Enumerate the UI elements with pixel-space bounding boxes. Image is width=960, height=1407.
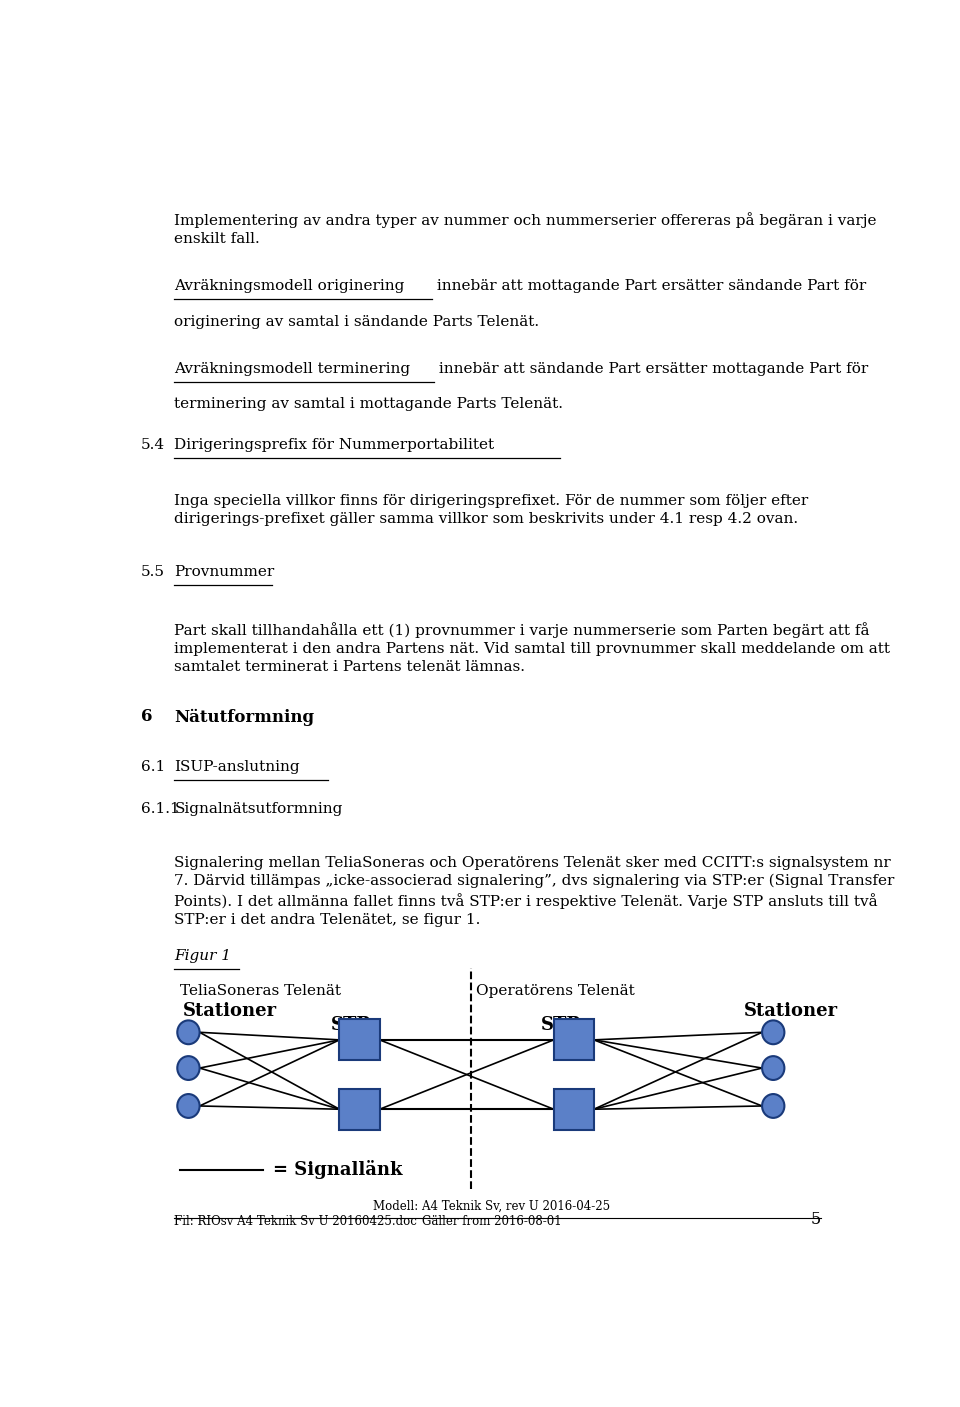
Text: Avräkningsmodell terminering: Avräkningsmodell terminering: [175, 362, 410, 376]
Text: = Signallänk: = Signallänk: [273, 1161, 402, 1179]
Text: Fil: RIOsv A4 Teknik Sv U 20160425.doc: Fil: RIOsv A4 Teknik Sv U 20160425.doc: [175, 1216, 418, 1228]
Text: innebär att mottagande Part ersätter sändande Part för: innebär att mottagande Part ersätter sän…: [432, 280, 867, 293]
Text: Avräkningsmodell originering: Avräkningsmodell originering: [175, 280, 404, 293]
Text: Dirigeringsprefix för Nummerportabilitet: Dirigeringsprefix för Nummerportabilitet: [175, 438, 494, 452]
FancyBboxPatch shape: [554, 1089, 594, 1130]
Text: terminering av samtal i mottagande Parts Telenät.: terminering av samtal i mottagande Parts…: [175, 397, 564, 411]
Text: 5: 5: [811, 1211, 822, 1228]
Text: ISUP-anslutning: ISUP-anslutning: [175, 760, 300, 774]
Text: innebär att sändande Part ersätter mottagande Part för: innebär att sändande Part ersätter motta…: [434, 362, 868, 376]
Text: Operatörens Telenät: Operatörens Telenät: [475, 983, 635, 998]
Text: Figur 1: Figur 1: [175, 948, 231, 962]
Text: Modell: A4 Teknik Sv, rev U 2016-04-25
Gäller from 2016-08-01: Modell: A4 Teknik Sv, rev U 2016-04-25 G…: [373, 1199, 611, 1228]
Text: 6.1: 6.1: [141, 760, 165, 774]
Text: STP: STP: [540, 1016, 581, 1034]
Ellipse shape: [762, 1020, 784, 1044]
Text: STP: STP: [330, 1016, 371, 1034]
Text: Signalering mellan TeliaSoneras och Operatörens Telenät sker med CCITT:s signals: Signalering mellan TeliaSoneras och Oper…: [175, 855, 895, 927]
Ellipse shape: [762, 1057, 784, 1081]
Text: Stationer: Stationer: [743, 1002, 837, 1020]
Text: Inga speciella villkor finns för dirigeringsprefixet. För de nummer som följer e: Inga speciella villkor finns för diriger…: [175, 494, 808, 526]
Ellipse shape: [178, 1020, 200, 1044]
FancyBboxPatch shape: [340, 1089, 379, 1130]
FancyBboxPatch shape: [340, 1019, 379, 1061]
Text: TeliaSoneras Telenät: TeliaSoneras Telenät: [180, 983, 341, 998]
Text: 6: 6: [141, 708, 153, 726]
FancyBboxPatch shape: [554, 1019, 594, 1061]
Text: Nätutformning: Nätutformning: [175, 708, 314, 726]
Text: Signalnätsutformning: Signalnätsutformning: [175, 802, 343, 816]
Text: originering av samtal i sändande Parts Telenät.: originering av samtal i sändande Parts T…: [175, 315, 540, 329]
Text: Provnummer: Provnummer: [175, 566, 275, 580]
Text: 6.1.1: 6.1.1: [141, 802, 180, 816]
Text: Stationer: Stationer: [183, 1002, 277, 1020]
Ellipse shape: [178, 1095, 200, 1119]
Text: 5.4: 5.4: [141, 438, 165, 452]
Text: Implementering av andra typer av nummer och nummerserier offereras på begäran i : Implementering av andra typer av nummer …: [175, 212, 876, 246]
Ellipse shape: [762, 1095, 784, 1119]
Text: Part skall tillhandahålla ett (1) provnummer i varje nummerserie som Parten begä: Part skall tillhandahålla ett (1) provnu…: [175, 622, 890, 674]
Ellipse shape: [178, 1057, 200, 1081]
Text: 5.5: 5.5: [141, 566, 165, 580]
